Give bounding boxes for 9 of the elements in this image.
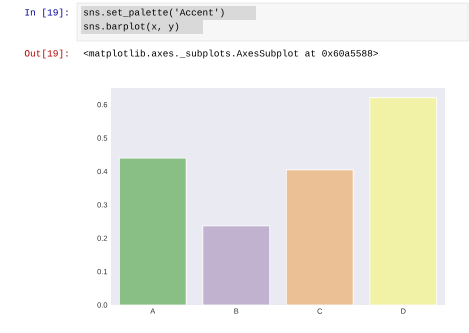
text: In [19]: — [25, 8, 68, 18]
text: Out[19]: — [24, 50, 68, 58]
bar — [118, 158, 187, 306]
text: sns.barplot(x, y) — [84, 22, 178, 32]
text: sns.set_palette('Accent') — [84, 8, 224, 18]
bar — [202, 225, 270, 306]
bar — [369, 97, 438, 306]
bar — [286, 169, 354, 306]
text: <matplotlib.axes._subplots.AxesSubplot at 0x60a5588> — [84, 50, 378, 58]
